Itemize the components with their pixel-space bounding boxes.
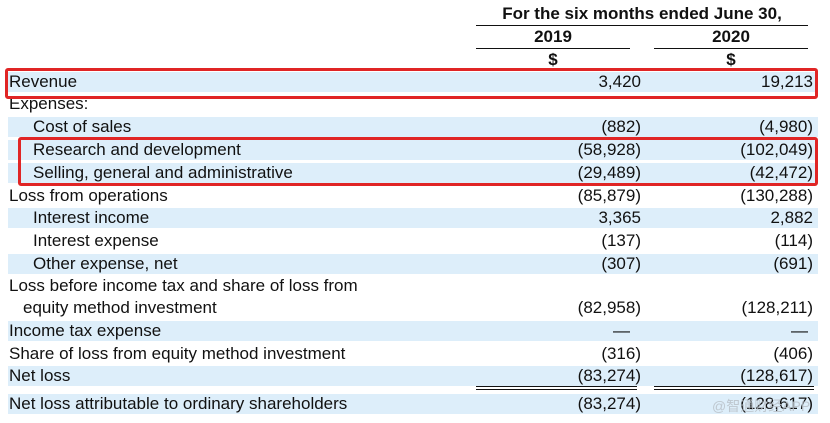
table-row-research-development: Research and development (58,928) (102,0… — [8, 140, 818, 160]
currency-2020: $ — [726, 50, 736, 69]
highlight-box-rd-sga — [18, 137, 818, 186]
value-2019: (29,489) — [577, 163, 641, 182]
net-loss-underline-2019-b — [476, 389, 637, 390]
value-2019: (83,274) — [577, 394, 641, 413]
value-2020: (691) — [773, 254, 813, 273]
currency-2019: $ — [548, 50, 558, 69]
row-label: Loss from operations — [9, 186, 168, 205]
row-label: equity method investment — [23, 298, 217, 317]
highlight-box-revenue — [5, 68, 818, 99]
year-2019-header: 2019 — [534, 27, 572, 46]
row-label: Loss before income tax and share of loss… — [9, 276, 358, 295]
table-row-net-loss-attributable: Net loss attributable to ordinary shareh… — [8, 394, 818, 414]
row-label: Cost of sales — [33, 117, 132, 136]
row-label: Interest expense — [33, 231, 159, 250]
period-header-underline — [476, 25, 808, 26]
row-label: Selling, general and administrative — [33, 163, 293, 182]
value-2020: — — [791, 321, 808, 340]
watermark: @智通财经APP — [712, 398, 811, 414]
value-2019: — — [613, 321, 630, 340]
row-label: Share of loss from equity method investm… — [9, 344, 346, 363]
table-row-interest-expense: Interest expense (137) (114) — [8, 231, 818, 251]
year-2020-header: 2020 — [712, 27, 750, 46]
table-row-revenue: Revenue 3,420 19,213 — [8, 72, 818, 92]
value-2020: (128,617) — [740, 366, 813, 385]
table-row-loss-before-tax-line2: equity method investment (82,958) (128,2… — [8, 298, 818, 318]
row-label: Income tax expense — [9, 321, 162, 340]
value-2020: (406) — [773, 344, 813, 363]
value-2019: (85,879) — [577, 186, 641, 205]
value-2020: (128,211) — [741, 298, 813, 317]
table-row-cost-of-sales: Cost of sales (882) (4,980) — [8, 117, 818, 137]
year-2019-underline — [476, 48, 630, 49]
value-2019: (82,958) — [577, 298, 641, 317]
table-row-selling-general-admin: Selling, general and administrative (29,… — [8, 163, 818, 183]
table-row-share-of-loss: Share of loss from equity method investm… — [8, 344, 818, 364]
value-2019: (307) — [601, 254, 641, 273]
value-2019: 3,365 — [598, 208, 641, 227]
row-label: Research and development — [33, 140, 241, 159]
value-2019: (316) — [601, 344, 641, 363]
row-label: Net loss attributable to ordinary shareh… — [9, 394, 348, 413]
period-header: For the six months ended June 30, — [502, 4, 782, 23]
value-2020: 19,213 — [761, 72, 813, 91]
row-label: Other expense, net — [33, 254, 178, 273]
value-2019: (83,274) — [577, 366, 641, 385]
table-row-loss-before-tax-line1: Loss before income tax and share of loss… — [8, 276, 818, 296]
value-2020: (114) — [774, 231, 813, 250]
value-2019: (58,928) — [577, 140, 641, 159]
table-row-interest-income: Interest income 3,365 2,882 — [8, 208, 818, 228]
table-row-net-loss: Net loss (83,274) (128,617) — [8, 366, 818, 386]
table-row-loss-from-operations: Loss from operations (85,879) (130,288) — [8, 186, 818, 206]
value-2020: (102,049) — [740, 140, 813, 159]
row-label: Net loss — [9, 366, 71, 385]
net-loss-underline-2019-a — [476, 386, 637, 387]
net-loss-underline-2020-a — [654, 386, 814, 387]
value-2020: (42,472) — [749, 163, 813, 182]
value-2019: (882) — [601, 117, 641, 136]
year-2020-underline — [654, 48, 808, 49]
row-label: Revenue — [9, 72, 78, 91]
value-2019: (137) — [601, 231, 641, 250]
row-label: Interest income — [33, 208, 150, 227]
value-2020: 2,882 — [770, 208, 813, 227]
net-loss-underline-2020-b — [654, 389, 814, 390]
table-row-income-tax: Income tax expense — — — [8, 321, 818, 341]
value-2020: (128,617) — [740, 394, 813, 413]
value-2019: 3,420 — [598, 72, 641, 91]
table-row-other-expense: Other expense, net (307) (691) — [8, 254, 818, 274]
value-2020: (4,980) — [759, 117, 813, 136]
value-2020: (130,288) — [740, 186, 813, 205]
